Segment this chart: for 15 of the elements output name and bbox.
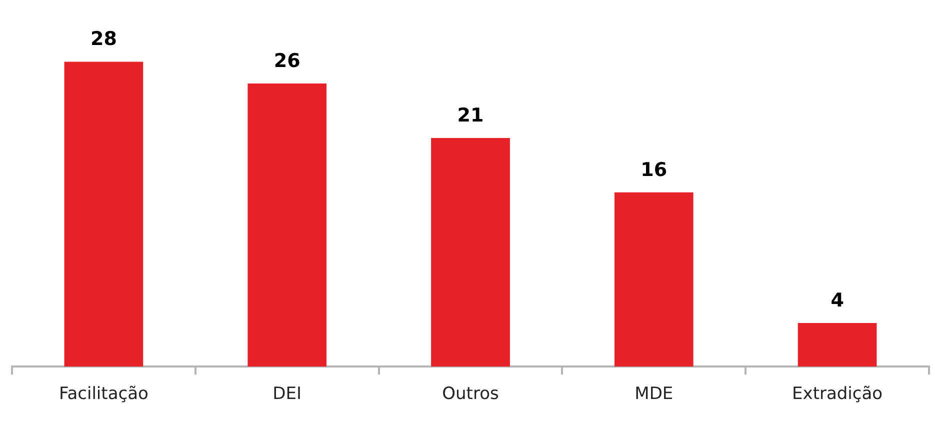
data-label: 21 (457, 104, 484, 126)
data-label: 4 (830, 289, 844, 312)
data-label: 28 (90, 28, 117, 50)
bar (248, 84, 327, 367)
x-tick-label: Outros (442, 384, 499, 404)
data-label: 26 (274, 50, 300, 72)
x-tick-label: Facilitação (58, 384, 148, 404)
bar (431, 138, 510, 367)
x-tick-label: MDE (634, 384, 674, 404)
x-tick-label: DEI (272, 384, 302, 404)
x-tick-label: Extradição (792, 384, 883, 404)
data-label: 16 (640, 158, 668, 181)
bar (64, 62, 144, 367)
bar (614, 192, 694, 367)
bar (798, 323, 877, 367)
